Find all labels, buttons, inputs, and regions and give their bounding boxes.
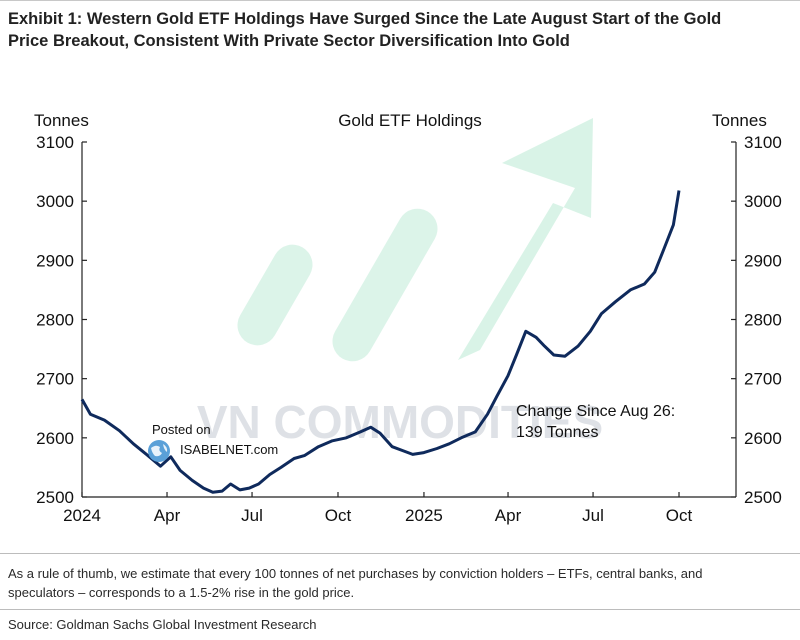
y-tick-label-right-3100: 3100 [744,133,782,152]
series-line-gold-etf [80,190,681,494]
footnote: As a rule of thumb, we estimate that eve… [8,564,788,602]
posted-on-label: Posted on [152,422,211,437]
footnote-rule [0,553,800,554]
x-tick-label-3: Oct [325,506,352,525]
gold-etf-chart: VN COMMODITIES Gold ETF Holdings Tonnes … [34,111,782,525]
annotation-line1: Change Since Aug 26: [516,403,675,420]
y-tick-label-left-2800: 2800 [36,311,74,330]
exhibit-title-line2: Price Breakout, Consistent With Private … [8,32,570,50]
y-tick-label-left-2900: 2900 [36,251,74,270]
source-label: Source: Goldman Sachs Global Investment … [8,617,317,632]
y-tick-label-left-2500: 2500 [36,488,74,507]
x-tick-label-6: Jul [582,506,604,525]
footnote-line2: speculators – corresponds to a 1.5-2% ri… [8,585,355,600]
ticks: 2500 2500 2600 2600 2700 2700 2800 2800 2900 2900… [36,133,782,525]
arrow-shape-icon [458,118,593,360]
y-tick-label-right-2800: 2800 [744,311,782,330]
y-tick-label-right-2700: 2700 [744,370,782,389]
annotation-line2: 139 Tonnes [516,424,598,441]
footnote-line1: As a rule of thumb, we estimate that eve… [8,566,703,581]
y-tick-label-right-2600: 2600 [744,429,782,448]
arrow-watermark [237,118,593,362]
y-tick-label-left-3100: 3100 [36,133,74,152]
y-tick-label-right-3000: 3000 [744,192,782,211]
source-rule [0,609,800,610]
x-tick-label-0: 2024 [63,506,101,525]
y-tick-label-left-2600: 2600 [36,429,74,448]
brand-watermark: VN COMMODITIES [197,396,603,448]
x-tick-label-2: Jul [241,506,263,525]
top-rule [0,0,800,1]
y-tick-label-right-2500: 2500 [744,488,782,507]
x-tick-label-1: Apr [154,506,181,525]
y-tick-label-left-3000: 3000 [36,192,74,211]
arrow-pill-1 [237,244,313,346]
y-axis-label-left: Tonnes [34,111,89,130]
x-tick-label-4: 2025 [405,506,443,525]
isabelnet-label: ISABELNET.com [180,442,279,457]
exhibit-title-line1: Exhibit 1: Western Gold ETF Holdings Hav… [8,10,722,28]
posted-on-watermark: Posted on ISABELNET.com [146,422,306,464]
chart-title: Gold ETF Holdings [338,111,482,130]
globe-icon [148,440,170,462]
x-tick-label-7: Oct [666,506,693,525]
x-tick-label-5: Apr [495,506,522,525]
y-tick-label-left-2700: 2700 [36,370,74,389]
y-axis-label-right: Tonnes [712,111,767,130]
arrow-pill-2 [332,208,438,362]
exhibit-title: Exhibit 1: Western Gold ETF Holdings Hav… [8,8,788,52]
y-tick-label-right-2900: 2900 [744,251,782,270]
